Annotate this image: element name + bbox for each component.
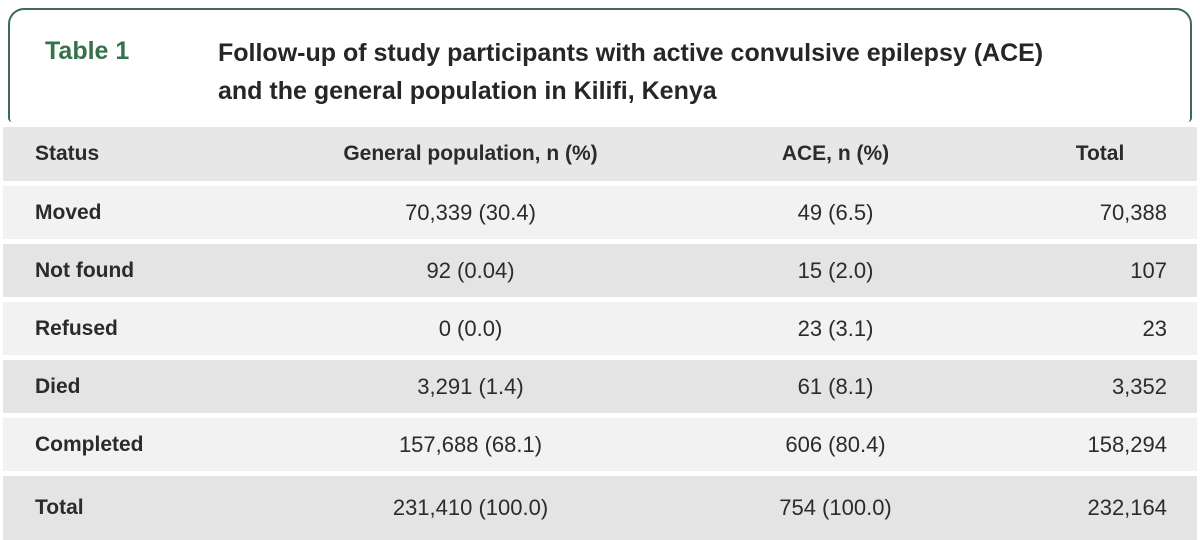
cell-general-population: 231,410 (100.0) [392,495,549,520]
cell-total: 23 [1142,315,1167,341]
row-label: Refused [35,316,118,340]
table-row-refused: Refused 0 (0.0) 23 (3.1) 23 [3,302,1197,355]
cell-ace: 754 (100.0) [779,495,892,520]
table-header-row: Status General population, n (%) ACE, n … [3,127,1197,181]
table-title-card: Table 1 Follow-up of study participants … [8,8,1192,122]
cell-total: 70,388 [1099,199,1167,225]
cell-ace: 23 (3.1) [797,315,874,341]
table-title-line-2: and the general population in Kilifi, Ke… [218,77,717,105]
table-row-completed: Completed 157,688 (68.1) 606 (80.4) 158,… [3,418,1197,471]
cell-general-population: 0 (0.0) [438,315,503,341]
cell-ace: 15 (2.0) [797,257,874,283]
table-row-moved: Moved 70,339 (30.4) 49 (6.5) 70,388 [3,186,1197,239]
table-title-line-1: Follow-up of study participants with act… [218,39,1044,67]
table-number-label: Table 1 [45,37,130,65]
column-header-total: Total [1075,142,1125,165]
cell-general-population: 92 (0.04) [426,257,515,283]
cell-total: 232,164 [1087,495,1167,520]
table-row-died: Died 3,291 (1.4) 61 (8.1) 3,352 [3,360,1197,413]
cell-ace: 606 (80.4) [785,431,886,457]
cell-total: 158,294 [1087,431,1167,457]
cell-total: 107 [1130,257,1167,283]
followup-table: Status General population, n (%) ACE, n … [3,127,1197,540]
row-label: Moved [35,200,102,224]
cell-general-population: 3,291 (1.4) [417,373,524,399]
row-label: Died [35,374,81,398]
table-row-total: Total 231,410 (100.0) 754 (100.0) 232,16… [3,476,1197,540]
cell-total: 3,352 [1111,373,1167,399]
column-header-general-population: General population, n (%) [343,142,598,165]
cell-ace: 49 (6.5) [797,199,874,225]
cell-ace: 61 (8.1) [797,373,874,399]
row-label: Total [35,496,84,519]
cell-general-population: 157,688 (68.1) [398,431,543,457]
table-title: Follow-up of study participants with act… [218,34,1043,110]
row-label: Completed [35,432,144,456]
table-row-not-found: Not found 92 (0.04) 15 (2.0) 107 [3,244,1197,297]
column-header-status: Status [35,142,100,165]
cell-general-population: 70,339 (30.4) [405,199,536,225]
column-header-ace: ACE, n (%) [781,142,890,165]
row-label: Not found [35,258,135,282]
